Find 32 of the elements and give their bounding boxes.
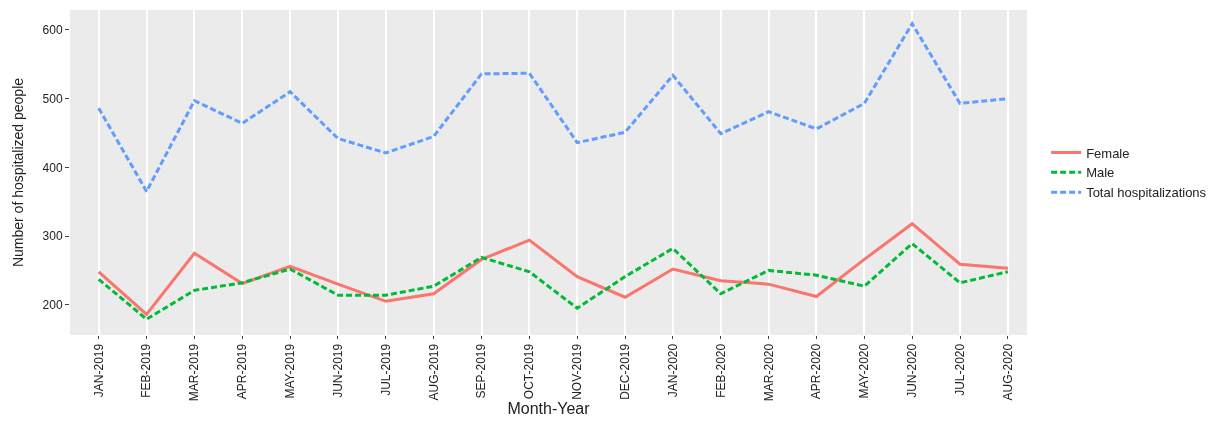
x-tick-label: JUN-2020: [905, 343, 920, 398]
x-tick-label: JAN-2020: [665, 343, 680, 398]
x-tick-label: AUG-2020: [1000, 343, 1015, 401]
line-series: [97, 222, 1010, 316]
y-axis-title: Number of hospitalized people: [10, 77, 27, 268]
y-tick-label: 300: [42, 229, 63, 244]
x-tick-label: JUL-2019: [378, 343, 393, 396]
y-tick-label: 600: [42, 23, 63, 38]
x-tick-label: DEC-2019: [617, 343, 632, 400]
x-tick-label: NOV-2019: [570, 343, 585, 400]
x-tick-label: JUL-2020: [952, 343, 967, 396]
legend-label: Female: [1086, 145, 1130, 161]
x-tick-label: JUN-2019: [330, 343, 345, 398]
x-tick-label: FEB-2020: [713, 343, 728, 398]
x-tick-label: OCT-2019: [522, 343, 537, 400]
legend-label: Male: [1086, 165, 1115, 181]
x-tick-label: JAN-2019: [91, 343, 106, 398]
x-tick-label: APR-2019: [235, 343, 250, 400]
line-series: [97, 242, 1010, 321]
x-tick-label: MAY-2020: [857, 343, 872, 399]
x-axis-title: Month-Year: [507, 399, 591, 417]
x-tick-label: FEB-2019: [139, 343, 154, 398]
y-tick-label: 200: [42, 297, 63, 312]
y-tick-label: 500: [42, 91, 63, 106]
x-tick-label: MAR-2020: [761, 343, 776, 402]
y-tick-label: 400: [42, 160, 63, 175]
legend-label: Total hospitalizations: [1086, 185, 1207, 201]
x-tick-label: MAR-2019: [187, 343, 202, 402]
x-tick-label: SEP-2019: [474, 343, 489, 399]
x-tick-label: MAY-2019: [283, 343, 298, 399]
x-tick-label: APR-2020: [809, 343, 824, 400]
x-tick-label: AUG-2019: [426, 343, 441, 401]
